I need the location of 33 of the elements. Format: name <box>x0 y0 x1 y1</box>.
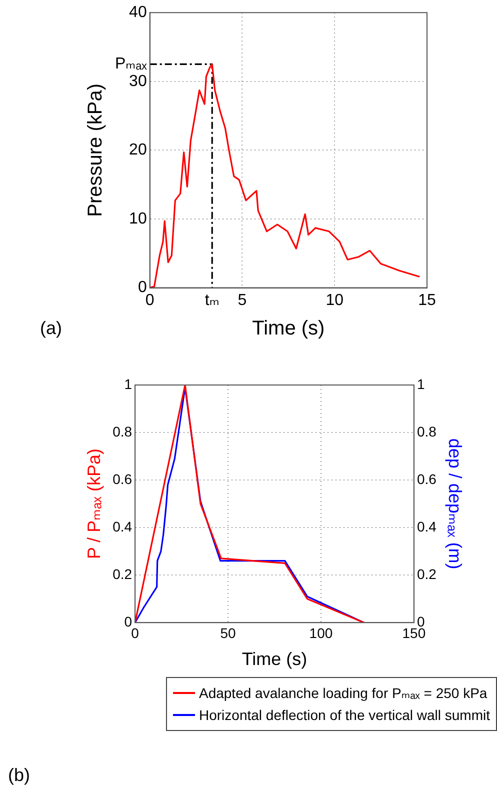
y2-tick-label: 0.6 <box>416 470 437 487</box>
y2-tick-label: 1 <box>416 376 425 392</box>
x-tick-label: 5 <box>238 292 247 309</box>
x-axis-title: Time (s) <box>252 318 325 340</box>
legend-label: Adapted avalanche loading for Pₘₐₓ = 250 kPa <box>198 684 488 702</box>
y-tick-label: 30 <box>129 72 147 90</box>
y-tick-label: 0.8 <box>112 423 132 440</box>
y-axis-title: Pressure (kPa) <box>84 84 107 217</box>
x-tick-label: 100 <box>309 624 333 641</box>
y-tick-label: 0 <box>138 279 147 296</box>
y2-tick-label: 0.2 <box>416 566 437 582</box>
legend-label: Horizontal deflection of the vertical wall summit <box>198 707 490 723</box>
y-tick-label: 20 <box>129 142 147 159</box>
y-tick-label: 0 <box>124 613 132 630</box>
text: (a) <box>40 318 62 339</box>
y-tick-label: Pₘₐₓ <box>115 56 148 73</box>
y-tick-label: 1 <box>124 376 132 392</box>
x-tick-label: tₘ <box>204 292 220 309</box>
y-tick-label: 10 <box>129 210 147 228</box>
x-tick-label: 50 <box>220 624 236 641</box>
text: (b) <box>8 765 30 786</box>
y2-tick-label: 0.4 <box>416 518 437 534</box>
y-tick-label: 0.2 <box>112 566 132 582</box>
y-tick-label: 40 <box>129 4 147 22</box>
y2-axis-title: dep / depₘₐₓ (m) <box>445 438 466 570</box>
y-tick-label: 0.6 <box>112 470 132 487</box>
x-tick-label: 15 <box>418 292 436 309</box>
x-tick-label: 10 <box>326 292 344 309</box>
x-axis-title: Time (s) <box>242 649 308 670</box>
y-axis-title: P / Pₘₐₓ (kPa) <box>84 448 104 560</box>
y2-tick-label: 0 <box>416 613 425 630</box>
y2-tick-label: 0.8 <box>416 423 437 440</box>
y-tick-label: 0.4 <box>112 518 132 534</box>
